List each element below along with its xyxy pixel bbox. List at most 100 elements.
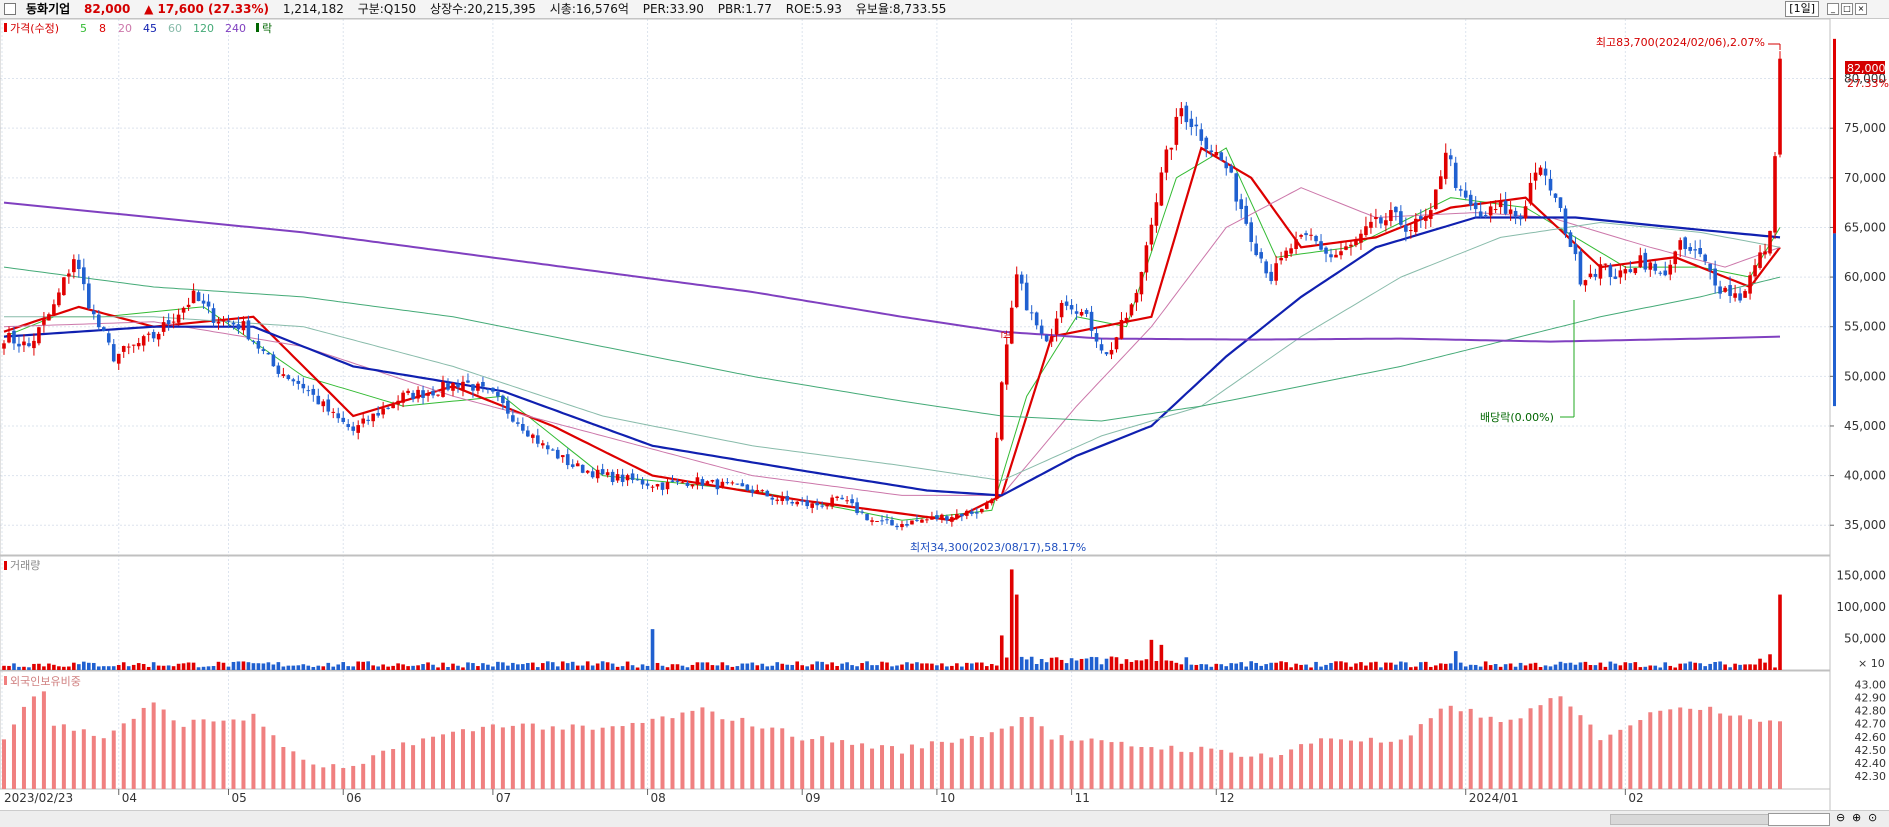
volume-bar — [37, 663, 41, 670]
candle-body — [366, 419, 370, 421]
candle-body — [1728, 285, 1732, 296]
restore-icon[interactable]: □ — [1841, 3, 1853, 15]
candle-body — [1069, 305, 1074, 310]
foreign-bar — [1428, 718, 1433, 789]
foreign-bar — [391, 749, 396, 789]
scroll-thumb[interactable] — [1610, 814, 1772, 825]
foreign-tick-label: 42.70 — [1855, 718, 1887, 731]
foreign-bar — [1099, 740, 1104, 789]
candle-body — [1239, 199, 1244, 210]
candle-body — [291, 379, 296, 382]
volume-bar — [1089, 656, 1094, 670]
volume-bar — [690, 664, 695, 670]
candle-body — [950, 517, 954, 522]
volume-bar — [1134, 660, 1139, 670]
close-icon[interactable]: × — [1855, 3, 1867, 15]
foreign-bar — [1079, 740, 1084, 789]
minimize-icon[interactable]: _ — [1827, 3, 1839, 15]
foreign-bar — [1249, 756, 1254, 789]
volume-bar — [271, 664, 276, 670]
volume-bar — [950, 665, 954, 670]
volume-bar — [151, 662, 156, 670]
candle-body — [1259, 252, 1263, 259]
volume-bar — [1738, 664, 1742, 670]
foreign-bar — [1269, 757, 1274, 789]
volume-bar — [341, 662, 346, 670]
candle-body — [87, 283, 91, 309]
volume-bar — [845, 662, 849, 670]
candle-body — [765, 490, 770, 497]
candle-body — [1139, 272, 1144, 295]
stock-checkbox[interactable] — [4, 2, 16, 15]
candle-body — [1289, 248, 1293, 254]
volume-bar — [1229, 663, 1234, 670]
volume-bar — [1588, 664, 1593, 670]
volume-bar — [1563, 663, 1568, 670]
volume-bar — [1653, 665, 1658, 670]
volume-bar — [660, 665, 665, 670]
volume-bar — [451, 663, 455, 670]
volume-bar — [1149, 639, 1154, 670]
candle-body — [1713, 268, 1717, 286]
volume-bar — [685, 667, 690, 670]
candle-body — [32, 340, 36, 349]
volume-bar — [880, 661, 884, 670]
volume-bar — [680, 665, 685, 670]
volume-bars — [2, 569, 1782, 670]
candle-body — [231, 322, 236, 325]
candle-body — [27, 343, 31, 347]
volume-bar — [1019, 656, 1024, 670]
candle-body — [216, 321, 221, 324]
volume-bar — [1399, 661, 1403, 670]
candle-body — [845, 500, 849, 502]
candle-body — [416, 389, 420, 399]
candle-body — [1264, 261, 1268, 274]
foreign-bar — [939, 741, 944, 789]
volume-bar — [1458, 662, 1463, 670]
candle-body — [970, 511, 974, 514]
volume-bar — [436, 667, 440, 670]
volume-bar — [1488, 665, 1493, 670]
candle-body — [1603, 263, 1608, 265]
zoom-out-icon[interactable]: ⊖ — [1836, 811, 1846, 824]
candle-body — [166, 320, 171, 325]
candle-body — [396, 400, 400, 405]
candle-body — [1339, 251, 1343, 256]
candle-body — [880, 520, 884, 522]
legend-ma8: 8 — [99, 22, 106, 35]
foreign-bar — [610, 726, 615, 789]
volume-bar — [1578, 662, 1583, 670]
foreign-bar — [1548, 698, 1553, 789]
candle-body — [72, 259, 76, 273]
volume-bar — [196, 667, 201, 670]
foreign-tick-label: 42.90 — [1855, 692, 1887, 705]
horizontal-scrollbar[interactable]: ⊖ ⊕ ⊙ — [0, 810, 1889, 827]
volume-bar — [521, 664, 525, 670]
volume-bar — [1304, 664, 1308, 670]
candle-body — [271, 354, 276, 367]
volume-bar — [965, 662, 969, 670]
foreign-tick-label: 42.50 — [1855, 744, 1887, 757]
volume-bar — [1284, 662, 1288, 670]
volume-bar — [1453, 651, 1458, 670]
candle-body — [1064, 301, 1069, 306]
candle-body — [1473, 202, 1478, 210]
candle-body — [1199, 129, 1204, 141]
volume-bar — [321, 666, 326, 670]
zoom-in-icon[interactable]: ⊕ — [1852, 811, 1862, 824]
candle-body — [1219, 152, 1224, 161]
candle-body — [266, 352, 271, 355]
volume-bar — [246, 662, 251, 670]
candle-body — [830, 497, 834, 507]
foreign-bar — [1029, 716, 1034, 789]
zoom-slider[interactable] — [1768, 813, 1830, 826]
zoom-reset-icon[interactable]: ⊙ — [1868, 811, 1878, 824]
volume-bar — [461, 667, 465, 670]
volume-bar — [371, 665, 375, 670]
volume-bar — [1029, 656, 1034, 670]
period-selector[interactable]: [1일] — [1785, 1, 1819, 17]
volume-bar — [575, 665, 580, 670]
foreign-tick-label: 42.40 — [1855, 757, 1887, 770]
candle-body — [1189, 118, 1194, 128]
volume-bar — [1039, 658, 1044, 670]
